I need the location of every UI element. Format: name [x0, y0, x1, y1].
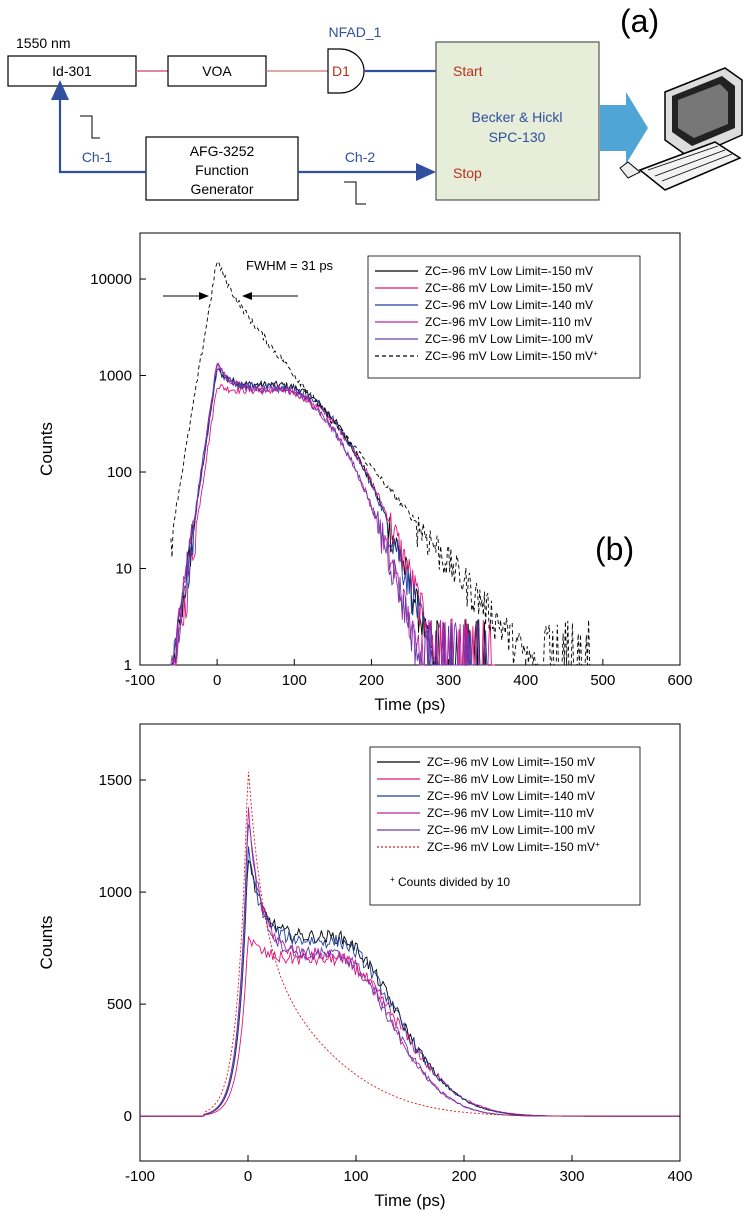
- laser-box: [7, 55, 137, 87]
- chart-b-series-4: [170, 363, 473, 666]
- ch2-arrowhead: [416, 163, 436, 181]
- function-generator-box: [145, 136, 299, 201]
- chart-c-legend-label: ZC=-96 mV Low Limit=-140 mV: [427, 789, 595, 803]
- panel-a-label: (a): [620, 3, 659, 39]
- chart-b-ytick-label: 1: [124, 657, 132, 674]
- chart-c-xtick-label: 300: [559, 1168, 584, 1185]
- chart-c-xtick-label: 0: [244, 1168, 252, 1185]
- chart-b-xtick-label: -100: [125, 672, 155, 689]
- chart-b-xtick-label: 0: [213, 672, 221, 689]
- chart-b-legend-label: ZC=-96 mV Low Limit=-150 mV+: [425, 349, 598, 364]
- chart-c-frame: [139, 723, 681, 1162]
- chart-b-legend-label: ZC=-96 mV Low Limit=-100 mV: [425, 332, 593, 346]
- chart-c-legend: [369, 746, 641, 906]
- chart-c-xtick-label: -100: [125, 1168, 155, 1185]
- ch2-label: Ch-2: [345, 149, 376, 165]
- chart-c-legend-label: ZC=-96 mV Low Limit=-110 mV: [427, 806, 594, 820]
- detector-label: D1: [332, 63, 350, 79]
- ch2-pulse: [344, 181, 366, 205]
- chart-b-frame: [139, 232, 681, 666]
- chart-b-legend-label: ZC=-96 mV Low Limit=-110 mV: [425, 315, 592, 329]
- setup-diagram: (a) 1550 nm Id-301 VOA NFAD_1 D1 Start B…: [7, 3, 743, 205]
- chart-b-ytick-label: 1000: [99, 368, 132, 385]
- chart-b-series-0: [170, 367, 487, 666]
- chart-c-ytick-label: 0: [124, 1108, 132, 1125]
- chart-c-xtick-label: 100: [343, 1168, 368, 1185]
- fg-line2: Function: [195, 162, 249, 178]
- chart-b-fwhm-head-left: [199, 292, 209, 300]
- chart-b-fwhm-head-right: [242, 292, 252, 300]
- ch1-line: [58, 95, 146, 174]
- chart-b-xtick-label: 100: [282, 672, 307, 689]
- chart-c-xtick-label: 200: [451, 1168, 476, 1185]
- output-arrow: [600, 92, 648, 164]
- chart-b-annotation: FWHM = 31 ps: [246, 258, 334, 273]
- chart-b-legend: [367, 255, 641, 379]
- chart-c: -100 0 100 200 300 400 0 500 1000 1500 Time (ps) Co…: [37, 723, 693, 1210]
- chart-b: -100 0 100 200 300 400 500 600 1 10 100 1000 10000 Ti…: [37, 232, 693, 714]
- chart-b-xtick-label: 300: [436, 672, 461, 689]
- chart-c-series-4: [140, 824, 680, 1117]
- fg-line3: Generator: [190, 181, 253, 197]
- chart-b-legend-label: ZC=-96 mV Low Limit=-150 mV: [425, 264, 593, 278]
- chart-b-xtick-label: 600: [667, 672, 692, 689]
- computer-icon: [619, 67, 743, 191]
- voa-box: [167, 55, 267, 87]
- chart-c-xlabel: Time (ps): [374, 1191, 445, 1210]
- laser-label: Id-301: [52, 63, 92, 79]
- start-label: Start: [453, 63, 483, 79]
- ch1-label: Ch-1: [82, 149, 113, 165]
- chart-c-ytick-label: 500: [107, 996, 132, 1013]
- chart-b-xtick-label: 500: [590, 672, 615, 689]
- detector-name: NFAD_1: [329, 24, 382, 40]
- chart-b-ylabel: Counts: [37, 422, 56, 476]
- chart-b-xlabel: Time (ps): [374, 695, 445, 714]
- chart-b-series-3: [170, 362, 472, 666]
- tcspc-box: [435, 41, 600, 201]
- fg-line1: AFG-3252: [190, 143, 255, 159]
- tcspc-model: SPC-130: [489, 129, 546, 145]
- chart-b-xtick-label: 400: [513, 672, 538, 689]
- ch1-pulse: [80, 115, 100, 139]
- chart-c-ytick-label: 1000: [99, 884, 132, 901]
- chart-c-ytick-label: 1500: [99, 772, 132, 789]
- chart-b-ytick-label: 100: [107, 464, 132, 481]
- chart-b-legend-label: ZC=-96 mV Low Limit=-140 mV: [425, 298, 593, 312]
- stop-label: Stop: [453, 165, 482, 181]
- voa-label: VOA: [202, 63, 232, 79]
- chart-b-xtick-label: 200: [359, 672, 384, 689]
- wavelength-label: 1550 nm: [16, 35, 70, 51]
- chart-b-ytick-label: 10000: [90, 271, 132, 288]
- chart-c-xtick-label: 400: [667, 1168, 692, 1185]
- ch1-arrowhead: [51, 80, 69, 100]
- chart-b-legend-label: ZC=-86 mV Low Limit=-150 mV: [425, 281, 593, 295]
- chart-b-ytick-label: 10: [115, 561, 132, 578]
- chart-c-legend-label: ZC=-96 mV Low Limit=-150 mV: [427, 755, 595, 769]
- tcspc-name: Becker & Hickl: [471, 109, 562, 125]
- chart-c-ylabel: Counts: [37, 916, 56, 970]
- chart-c-legend-label: ZC=-96 mV Low Limit=-150 mV+: [427, 840, 600, 855]
- chart-c-series-1: [140, 935, 680, 1117]
- detector-shape: [327, 48, 365, 94]
- chart-c-legend-note: + Counts divided by 10: [390, 875, 510, 890]
- chart-b-panel-label: (b): [595, 531, 634, 567]
- chart-c-legend-label: ZC=-96 mV Low Limit=-100 mV: [427, 823, 595, 837]
- chart-c-legend-label: ZC=-86 mV Low Limit=-150 mV: [427, 772, 595, 786]
